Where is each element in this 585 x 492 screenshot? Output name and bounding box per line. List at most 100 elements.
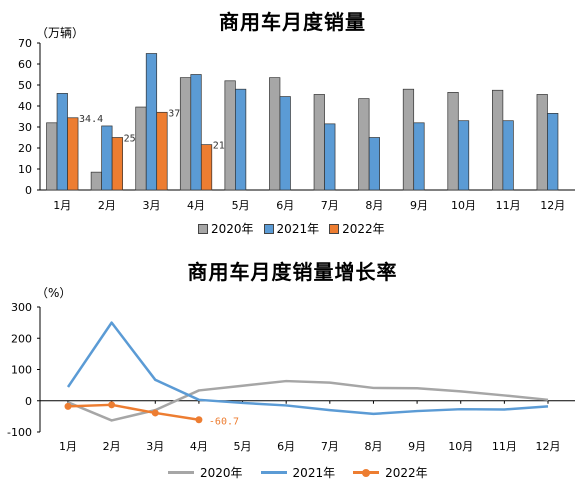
bar-2021年 bbox=[413, 122, 425, 191]
bar-2020年 bbox=[358, 98, 370, 191]
bar-2020年 bbox=[313, 94, 325, 191]
line-y-tick-label: 200 bbox=[11, 332, 32, 345]
bar-2022年 bbox=[156, 111, 168, 191]
bar-x-tick-label: 6月 bbox=[276, 199, 294, 212]
legend-swatch bbox=[260, 471, 287, 474]
line-chart-panel: 商用车月度销量增长率 （%） -100 0 100 200 300 1月 2月 3月 4月 5月 6… bbox=[0, 250, 585, 492]
bar-2021年 bbox=[547, 112, 559, 191]
bar-x-tick-label: 2月 bbox=[98, 199, 116, 212]
line-x-tick-label: 11月 bbox=[492, 440, 517, 453]
line-data-label: -60.7 bbox=[209, 417, 239, 428]
line-x-tick-label: 5月 bbox=[234, 440, 252, 453]
line-point-2022年 bbox=[108, 401, 116, 409]
bar-2020年 bbox=[447, 91, 459, 191]
bar-2020年 bbox=[135, 106, 147, 191]
legend-swatch bbox=[353, 468, 380, 477]
bar-x-tick-label: 1月 bbox=[53, 199, 71, 212]
legend-item: 2021年 bbox=[263, 220, 320, 237]
line-x-tick-label: 3月 bbox=[146, 440, 164, 453]
legend-label: 2022年 bbox=[342, 222, 385, 236]
bar-x-tick-label: 4月 bbox=[187, 199, 205, 212]
line-point-2022年 bbox=[151, 409, 159, 417]
bar-2021年 bbox=[235, 88, 247, 191]
line-chart-svg: -100 0 100 200 300 1月 2月 3月 4月 5月 6月 7月 8月 9月 10月 11月 12… bbox=[7, 301, 575, 453]
bar-2021年 bbox=[368, 137, 380, 191]
bar-chart-legend: 2020年 2021年 2022年 bbox=[198, 220, 395, 237]
line-x-tick-label: 7月 bbox=[321, 440, 339, 453]
line-x-tick-label: 12月 bbox=[536, 440, 561, 453]
legend-label: 2021年 bbox=[292, 466, 336, 480]
bar-chart-title: 商用车月度销量 bbox=[219, 10, 366, 34]
bar-y-tick-label: 60 bbox=[18, 58, 32, 71]
bar-y-tick-label: 50 bbox=[18, 79, 32, 92]
bar-x-tick-label: 9月 bbox=[410, 199, 428, 212]
bar-2021年 bbox=[56, 93, 68, 191]
line-y-tick-label: 300 bbox=[11, 301, 32, 314]
bar-2022年 bbox=[67, 117, 79, 191]
line-y-tick-label: 0 bbox=[25, 395, 32, 408]
bar-y-tick-label: 20 bbox=[18, 142, 32, 155]
legend-marker bbox=[362, 468, 371, 477]
bar-data-label: 34.4 bbox=[79, 114, 103, 125]
bar-2020年 bbox=[179, 77, 192, 191]
bar-x-tick-label: 8月 bbox=[365, 199, 383, 212]
bar-x-tick-label: 5月 bbox=[232, 199, 250, 212]
bar-2021年 bbox=[324, 123, 336, 191]
bar-2020年 bbox=[46, 122, 58, 191]
legend-label: 2020年 bbox=[211, 222, 254, 236]
legend-item: 2020年 bbox=[168, 464, 243, 481]
bar-x-tick-label: 12月 bbox=[540, 199, 565, 212]
line-x-tick-label: 9月 bbox=[408, 440, 426, 453]
legend-label: 2021年 bbox=[276, 222, 320, 236]
line-chart-legend: 2020年 2021年 2022年 bbox=[168, 464, 446, 481]
bar-2021年 bbox=[457, 120, 470, 191]
line-y-tick-label: -100 bbox=[7, 426, 32, 439]
bar-2020年 bbox=[492, 89, 504, 191]
line-point-2022年 bbox=[195, 416, 203, 424]
bar-2020年 bbox=[269, 77, 281, 191]
legend-item: 2022年 bbox=[329, 220, 385, 237]
bar-chart-svg: 0102030405060701月34.42月25.03月37.04月21.65… bbox=[18, 37, 575, 212]
legend-swatch bbox=[329, 223, 340, 234]
bar-2021年 bbox=[502, 120, 514, 191]
legend-label: 2022年 bbox=[385, 466, 428, 480]
bar-2020年 bbox=[224, 80, 236, 191]
bar-2022年 bbox=[111, 137, 123, 191]
bar-2020年 bbox=[90, 171, 102, 191]
bar-2020年 bbox=[536, 94, 548, 191]
bar-2021年 bbox=[101, 125, 113, 191]
bar-y-tick-label: 10 bbox=[18, 163, 32, 176]
line-x-tick-label: 10月 bbox=[448, 440, 473, 453]
bar-chart-y-unit: （万辆） bbox=[36, 26, 85, 40]
legend-item: 2022年 bbox=[353, 464, 428, 481]
bar-y-tick-label: 0 bbox=[25, 184, 32, 197]
line-chart-y-unit: （%） bbox=[36, 286, 72, 300]
bar-2021年 bbox=[279, 96, 291, 191]
bar-2020年 bbox=[402, 88, 415, 191]
bar-x-tick-label: 7月 bbox=[321, 199, 339, 212]
legend-swatch bbox=[168, 471, 194, 474]
legend-label: 2020年 bbox=[200, 466, 243, 480]
legend-swatch bbox=[263, 223, 274, 234]
line-series-2021年 bbox=[66, 321, 549, 416]
legend-item: 2021年 bbox=[260, 464, 336, 481]
bar-x-tick-label: 10月 bbox=[451, 199, 476, 212]
line-x-tick-label: 8月 bbox=[364, 440, 382, 453]
bar-y-tick-label: 30 bbox=[18, 121, 32, 134]
line-chart-title: 商用车月度销量增长率 bbox=[187, 260, 398, 284]
bar-2021年 bbox=[145, 53, 158, 191]
line-x-tick-label: 4月 bbox=[190, 440, 208, 453]
bar-x-tick-label: 3月 bbox=[142, 199, 160, 212]
bar-2022年 bbox=[200, 144, 213, 191]
line-series-2022年 bbox=[67, 403, 200, 421]
legend-item: 2020年 bbox=[198, 220, 254, 237]
legend-swatch bbox=[198, 223, 208, 234]
line-point-2022年 bbox=[64, 402, 72, 410]
line-x-tick-label: 1月 bbox=[59, 440, 77, 453]
line-y-tick-label: 100 bbox=[11, 364, 32, 377]
line-x-tick-label: 6月 bbox=[277, 440, 295, 453]
bar-y-tick-label: 70 bbox=[18, 37, 32, 50]
bar-x-tick-label: 11月 bbox=[496, 199, 521, 212]
bar-2021年 bbox=[190, 74, 202, 191]
bar-y-tick-label: 40 bbox=[18, 100, 32, 113]
